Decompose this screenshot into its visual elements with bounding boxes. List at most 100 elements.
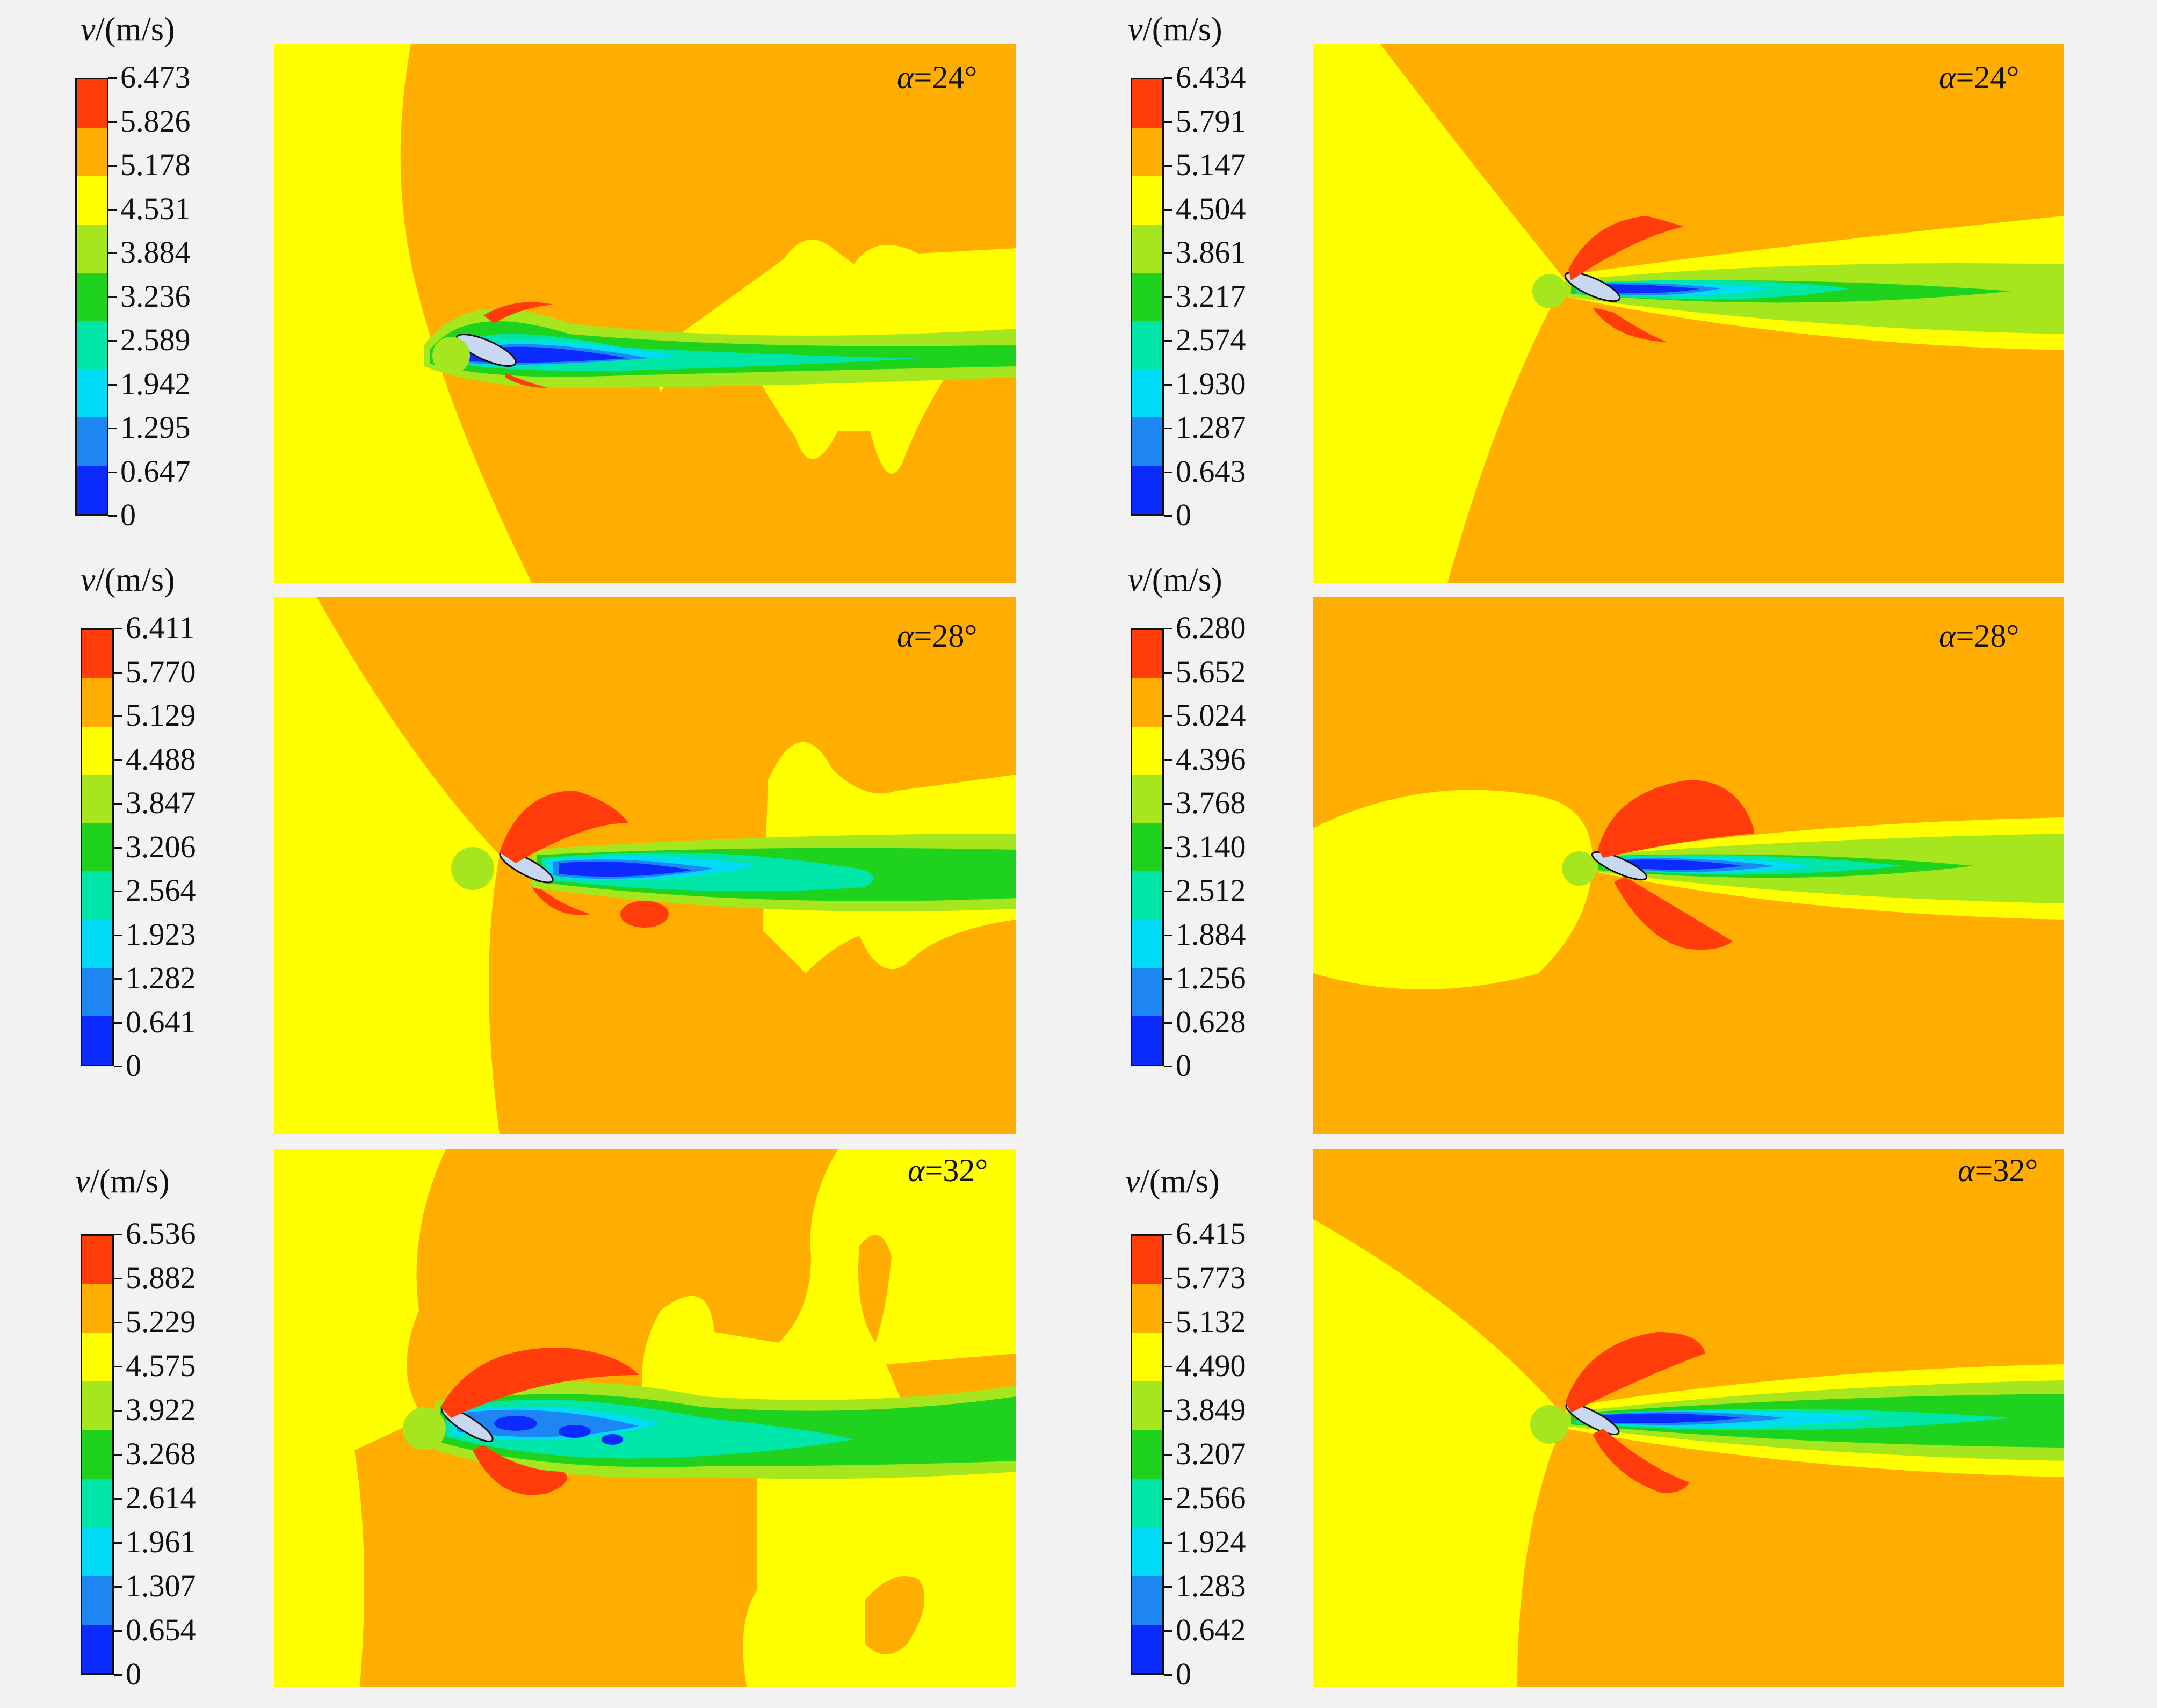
colorbar-tick-label: 5.882 <box>126 1260 196 1295</box>
colorbar-swatch <box>1132 630 1162 678</box>
colorbar-tick-label: 6.536 <box>126 1216 196 1251</box>
colorbar-swatch <box>82 1284 112 1333</box>
colorbar-tickmark <box>108 296 117 298</box>
colorbar-swatch <box>1132 1479 1162 1528</box>
colorbar-tickmark <box>108 252 117 254</box>
colorbar-tickmark <box>1164 891 1172 892</box>
colorbar-tickmark <box>114 1674 122 1676</box>
colorbar-tick-label: 3.236 <box>120 278 191 314</box>
colorbar-tickmark <box>114 803 122 805</box>
colorbar-tick-label: 0 <box>1176 497 1191 532</box>
colorbar-swatch <box>1132 1624 1162 1673</box>
colorbar-tick-label: 5.147 <box>1176 147 1246 182</box>
colorbar <box>1131 78 1164 516</box>
velocity-contour-plot <box>1313 597 2064 1134</box>
colorbar-swatch <box>1132 775 1162 823</box>
colorbar-swatch <box>82 920 112 968</box>
colorbar <box>81 1234 114 1675</box>
colorbar-swatch <box>77 79 107 128</box>
colorbar-tick-label: 3.922 <box>126 1392 196 1427</box>
colorbar-swatch <box>82 775 112 823</box>
colorbar-tick-label: 2.564 <box>126 873 196 908</box>
colorbar <box>1131 628 1164 1066</box>
colorbar-tick-label: 0.628 <box>1176 1004 1246 1039</box>
colorbar-swatch <box>1132 176 1162 225</box>
colorbar-tick-label: 4.504 <box>1176 191 1246 226</box>
colorbar-swatch <box>1132 1381 1162 1430</box>
colorbar-tickmark <box>1164 715 1172 717</box>
colorbar-tickmark <box>108 165 117 167</box>
colorbar-swatch <box>1132 417 1162 466</box>
colorbar-tick-label: 5.773 <box>1176 1260 1246 1295</box>
colorbar-tick-label: 6.434 <box>1176 60 1246 95</box>
colorbar-swatch <box>1132 466 1162 515</box>
colorbar-swatch <box>1132 726 1162 775</box>
colorbar-tick-label: 0 <box>126 1048 141 1083</box>
colorbar-tick-label: 6.411 <box>126 610 195 645</box>
colorbar-tickmark <box>114 891 122 892</box>
colorbar-tick-label: 5.229 <box>126 1304 196 1339</box>
colorbar-tickmark <box>108 471 117 473</box>
colorbar-tickmark <box>114 934 122 936</box>
colorbar-tickmark <box>114 1366 122 1367</box>
angle-label: α=24° <box>1939 60 2020 95</box>
colorbar-tick-label: 3.849 <box>1176 1392 1246 1427</box>
colorbar-tick-label: 3.140 <box>1176 829 1246 864</box>
colorbar-tick-label: 5.178 <box>120 147 191 182</box>
colorbar-tick-label: 5.826 <box>120 103 191 139</box>
angle-label: α=24° <box>897 60 978 95</box>
colorbar-tickmark <box>114 1410 122 1412</box>
colorbar-swatch <box>77 417 107 466</box>
colorbar-swatch <box>1132 127 1162 176</box>
colorbar-tickmark <box>1164 1322 1172 1323</box>
colorbar-tick-label: 5.132 <box>1176 1304 1246 1339</box>
colorbar-tick-label: 2.589 <box>120 322 191 357</box>
colorbar-tickmark <box>1164 759 1172 761</box>
colorbar-tickmark <box>1164 165 1172 167</box>
colorbar-tick-label: 0.642 <box>1176 1612 1246 1647</box>
colorbar-tickmark <box>1164 934 1172 936</box>
colorbar-swatch <box>77 127 107 176</box>
colorbar-swatch <box>1132 823 1162 872</box>
colorbar-tick-label: 3.847 <box>126 785 196 820</box>
colorbar-tickmark <box>114 1066 122 1067</box>
colorbar-tickmark <box>1164 77 1172 79</box>
colorbar-tickmark <box>114 978 122 980</box>
colorbar-tickmark <box>1164 1366 1172 1367</box>
colorbar-swatch <box>82 1576 112 1625</box>
colorbar-swatch <box>1132 1236 1162 1285</box>
colorbar-tickmark <box>108 121 117 123</box>
colorbar-tickmark <box>1164 978 1172 980</box>
colorbar-swatch <box>77 369 107 418</box>
colorbar-title: v/(m/s) <box>1125 1163 1220 1200</box>
colorbar-tickmark <box>1164 1410 1172 1412</box>
colorbar-swatch <box>82 968 112 1017</box>
angle-label: α=28° <box>1939 618 2020 654</box>
colorbar-tickmark <box>1164 1066 1172 1067</box>
colorbar-tick-label: 1.295 <box>120 410 191 445</box>
velocity-contour-plot <box>274 44 1016 583</box>
colorbar-tickmark <box>1164 471 1172 473</box>
colorbar-swatch <box>1132 224 1162 273</box>
colorbar-tickmark <box>108 340 117 342</box>
colorbar-tickmark <box>114 1454 122 1456</box>
colorbar-tick-label: 3.861 <box>1176 235 1246 270</box>
colorbar-tick-label: 2.512 <box>1176 873 1246 908</box>
colorbar-swatch <box>1132 272 1162 321</box>
colorbar-tickmark <box>114 846 122 849</box>
colorbar-tickmark <box>108 515 117 517</box>
colorbar-swatch <box>77 321 107 370</box>
colorbar-swatch <box>82 1016 112 1065</box>
colorbar-swatch <box>1132 1333 1162 1382</box>
colorbar-tick-label: 1.942 <box>120 366 191 401</box>
colorbar-swatch <box>82 630 112 678</box>
colorbar-tick-label: 3.884 <box>120 235 191 270</box>
colorbar-tickmark <box>114 671 122 674</box>
colorbar-tickmark <box>1164 628 1172 629</box>
colorbar-title: v/(m/s) <box>75 1163 170 1200</box>
colorbar-tick-label: 0 <box>1176 1048 1191 1083</box>
colorbar-swatch <box>82 823 112 872</box>
colorbar-tick-label: 5.024 <box>1176 698 1246 733</box>
colorbar-tick-label: 1.283 <box>1176 1568 1246 1603</box>
colorbar-tick-label: 6.415 <box>1176 1216 1246 1251</box>
